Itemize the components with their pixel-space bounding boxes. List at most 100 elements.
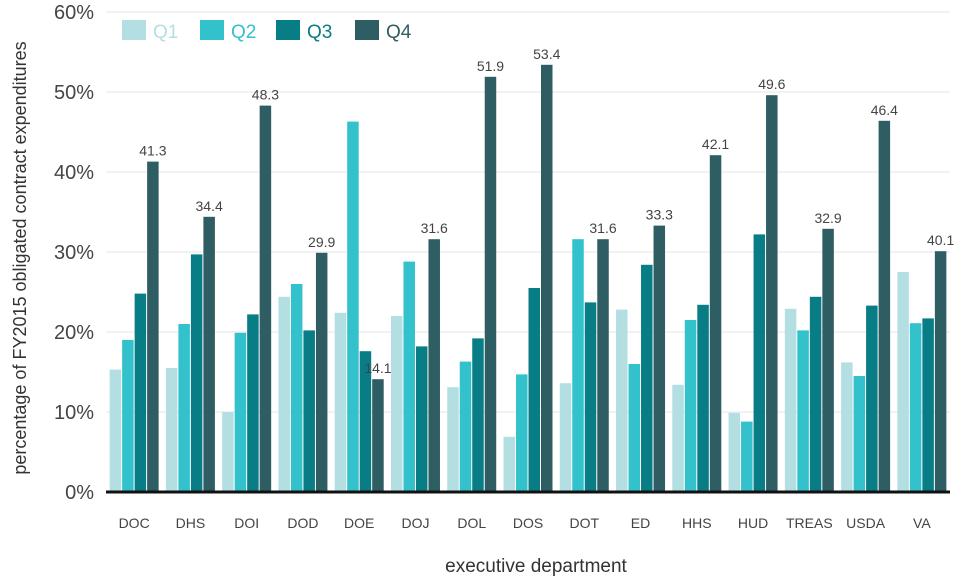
data-label-doc: 41.3 bbox=[139, 143, 166, 159]
x-tick-label: DOI bbox=[234, 515, 259, 531]
bar-q1-doi bbox=[222, 412, 234, 492]
bar-q4-dod bbox=[315, 252, 328, 492]
bar-q3-hhs bbox=[697, 304, 709, 492]
bar-q1-doe bbox=[334, 312, 347, 492]
legend-swatch-q2 bbox=[200, 20, 224, 40]
bar-q3-dol bbox=[472, 338, 484, 492]
data-labels: 41.3 34.4 48.3 29.9 14.1 31.6 51.9 53.4 31.6 33.3… bbox=[139, 46, 954, 376]
bar-q4-dol bbox=[484, 76, 497, 493]
y-tick-label: 0% bbox=[65, 482, 94, 504]
bar-q2-doe bbox=[347, 121, 359, 492]
legend-label-q1: Q1 bbox=[153, 22, 178, 43]
bar-q3-ed bbox=[641, 264, 653, 492]
bar-q2-doc bbox=[122, 340, 134, 492]
data-label-usda: 46.4 bbox=[871, 102, 898, 118]
y-tick-label: 50% bbox=[54, 82, 94, 104]
bar-q2-dos bbox=[516, 374, 528, 492]
legend-swatch-q3 bbox=[276, 20, 300, 40]
bar-q3-dos bbox=[528, 288, 540, 492]
bar-q1-treas bbox=[784, 308, 797, 492]
bar-q2-doj bbox=[403, 261, 415, 492]
bar-q1-dot bbox=[559, 383, 572, 492]
bar-q2-dod bbox=[290, 284, 303, 492]
legend-label-q3: Q3 bbox=[307, 22, 332, 43]
data-label-va: 40.1 bbox=[927, 232, 954, 248]
x-tick-label: DOL bbox=[457, 515, 486, 531]
bar-q4-doi bbox=[259, 105, 272, 492]
bar-q4-doj bbox=[428, 239, 440, 492]
x-tick-label: DOD bbox=[287, 515, 318, 531]
bar-q1-hhs bbox=[672, 384, 684, 492]
x-tick-label: DOS bbox=[513, 515, 543, 531]
y-tick-label: 10% bbox=[54, 402, 94, 424]
bar-q1-dos bbox=[503, 436, 515, 492]
bar-q3-dhs bbox=[190, 254, 203, 492]
bar-q4-va bbox=[934, 251, 947, 492]
x-tick-label: DOT bbox=[569, 515, 599, 531]
bar-q1-doc bbox=[109, 369, 122, 492]
gridlines bbox=[106, 11, 950, 413]
data-label-dol: 51.9 bbox=[477, 58, 504, 74]
x-axis-ticks: DOC DHS DOI DOD DOE DOJ DOL DOS DOT ED HHS HUD TREAS… bbox=[119, 515, 932, 531]
bar-q3-doe bbox=[359, 351, 372, 492]
bar-q4-ed bbox=[653, 225, 666, 492]
bar-q4-hhs bbox=[709, 155, 722, 492]
bar-q1-dol bbox=[447, 387, 459, 492]
y-axis-title: percentage of FY2015 obligated contract … bbox=[10, 41, 30, 474]
x-tick-label: DOE bbox=[344, 515, 374, 531]
data-label-hhs: 42.1 bbox=[702, 136, 729, 152]
bar-q4-dhs bbox=[203, 216, 215, 493]
bar-q4-usda bbox=[878, 120, 891, 493]
legend-swatch-q1 bbox=[122, 20, 146, 40]
legend-swatch-q4 bbox=[355, 20, 379, 40]
x-tick-label: ED bbox=[631, 515, 650, 531]
data-label-ed: 33.3 bbox=[646, 207, 673, 223]
bar-q2-dhs bbox=[178, 324, 190, 492]
bar-q2-doi bbox=[234, 332, 247, 492]
x-tick-label: USDA bbox=[846, 515, 886, 531]
bar-q3-treas bbox=[809, 296, 822, 492]
bar-q4-dot bbox=[597, 239, 609, 492]
legend-label-q2: Q2 bbox=[231, 22, 256, 43]
bar-q2-treas bbox=[797, 330, 809, 492]
y-tick-label: 20% bbox=[54, 322, 94, 344]
x-tick-label: HHS bbox=[682, 515, 712, 531]
x-axis-title: executive department bbox=[445, 556, 627, 577]
data-label-dos: 53.4 bbox=[533, 46, 560, 62]
bar-q1-va bbox=[897, 272, 909, 492]
bar-q4-doc bbox=[147, 161, 159, 492]
bar-q4-dos bbox=[541, 64, 553, 493]
bar-q2-dol bbox=[459, 361, 472, 492]
bar-q3-dod bbox=[303, 330, 315, 492]
data-label-doi: 48.3 bbox=[252, 87, 279, 103]
bar-q3-va bbox=[922, 318, 934, 492]
x-tick-label: TREAS bbox=[786, 515, 833, 531]
bar-q1-hud bbox=[728, 412, 741, 492]
bar-q3-doc bbox=[134, 293, 147, 492]
bar-q1-dhs bbox=[165, 368, 178, 492]
x-tick-label: DHS bbox=[176, 515, 206, 531]
data-label-dhs: 34.4 bbox=[196, 198, 223, 214]
bar-q1-ed bbox=[616, 309, 628, 492]
bar-q3-hud bbox=[753, 234, 766, 492]
bar-q2-hhs bbox=[684, 320, 697, 492]
data-label-doe: 14.1 bbox=[364, 360, 391, 376]
bar-q3-dot bbox=[584, 302, 597, 492]
bar-q2-hud bbox=[741, 421, 753, 492]
bar-q2-usda bbox=[853, 376, 866, 492]
bar-q1-dod bbox=[278, 296, 290, 492]
x-tick-label: VA bbox=[913, 515, 931, 531]
bars bbox=[109, 64, 947, 493]
y-tick-label: 60% bbox=[54, 2, 94, 24]
data-label-doj: 31.6 bbox=[421, 220, 448, 236]
y-tick-label: 30% bbox=[54, 242, 94, 264]
bar-q4-doe bbox=[372, 379, 384, 492]
data-label-hud: 49.6 bbox=[758, 76, 785, 92]
bar-q2-ed bbox=[628, 364, 641, 492]
bar-q4-treas bbox=[822, 228, 834, 493]
bar-q3-doj bbox=[415, 346, 428, 492]
data-label-dod: 29.9 bbox=[308, 234, 335, 250]
data-label-treas: 32.9 bbox=[814, 210, 841, 226]
bar-q4-hud bbox=[766, 95, 778, 492]
